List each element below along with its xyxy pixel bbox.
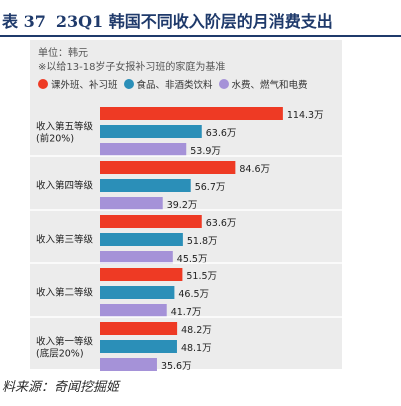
bar-tutoring: [100, 322, 178, 335]
chart-panel: [30, 40, 342, 369]
bar-utilities: [100, 251, 173, 264]
data-label: 51.8万: [187, 236, 218, 247]
category-label: 收入第五等级(前20%): [36, 121, 94, 145]
data-label: 84.6万: [239, 164, 270, 175]
legend-swatch-food: [123, 79, 134, 89]
data-label: 39.2万: [167, 200, 198, 211]
legend-label-food: 食品、非酒类饮料: [136, 80, 213, 91]
bar-food: [100, 179, 191, 192]
category-label-line: 收入第三等级: [36, 234, 94, 246]
figure-title-text: 23Q1 韩国不同收入阶层的月消费支出: [55, 12, 333, 31]
chart-legend: 课外班、补习班 食品、非酒类饮料 水费、燃气和电费: [38, 77, 308, 91]
data-label: 51.5万: [186, 271, 217, 282]
bar-tutoring: [100, 161, 236, 174]
data-label: 41.7万: [171, 307, 202, 318]
source-note: 料来源：奇闻挖掘姬: [2, 376, 119, 395]
category-label-line: (底层20%): [36, 348, 84, 360]
bar-food: [100, 340, 177, 353]
source-text: 奇闻挖掘姬: [54, 380, 120, 395]
legend-swatch-utilities: [218, 79, 229, 89]
title-rule: [0, 35, 401, 37]
category-label-line: 收入第二等级: [36, 287, 94, 299]
bar-tutoring: [100, 215, 202, 228]
source-label: 料来源：: [2, 380, 55, 395]
figure-title: 表 37 23Q1 韩国不同收入阶层的月消费支出: [2, 8, 333, 32]
legend-item-tutoring: 课外班、补习班: [38, 77, 118, 91]
data-label: 35.6万: [161, 361, 192, 372]
data-label: 63.6万: [206, 218, 237, 229]
figure-number: 表 37: [2, 12, 46, 31]
legend-swatch-tutoring: [38, 79, 48, 89]
category-label-line: 收入第一等级: [36, 336, 94, 348]
bar-food: [100, 233, 183, 246]
data-label: 46.5万: [178, 289, 209, 300]
bar-tutoring: [100, 107, 283, 120]
chart-note: ※以给13-18岁子女报补习班的家庭为基准: [38, 62, 226, 73]
data-label: 114.3万: [287, 110, 324, 121]
category-label: 收入第四等级: [36, 180, 94, 192]
bar-utilities: [100, 358, 157, 371]
bar-food: [100, 125, 202, 138]
category-label-line: 收入第四等级: [36, 180, 94, 192]
category-label-line: 收入第五等级: [36, 121, 94, 133]
legend-label-utilities: 水费、燃气和电费: [231, 80, 308, 91]
unit-label: 单位：韩元: [38, 48, 88, 59]
data-label: 63.6万: [206, 128, 237, 139]
category-label: 收入第一等级(底层20%): [36, 336, 94, 360]
category-label-line: (前20%): [36, 133, 74, 145]
category-label: 收入第三等级: [36, 234, 94, 246]
bar-utilities: [100, 197, 163, 210]
legend-item-food: 食品、非酒类饮料: [123, 77, 213, 91]
bar-tutoring: [100, 268, 183, 281]
bar-utilities: [100, 143, 187, 156]
legend-item-utilities: 水费、燃气和电费: [218, 77, 308, 91]
data-label: 48.2万: [181, 325, 212, 336]
data-label: 53.9万: [190, 146, 221, 157]
bar-food: [100, 286, 175, 299]
bar-utilities: [100, 304, 167, 317]
category-label: 收入第二等级: [36, 287, 94, 299]
data-label: 45.5万: [177, 254, 208, 265]
data-label: 48.1万: [181, 343, 212, 354]
legend-label-tutoring: 课外班、补习班: [51, 80, 118, 91]
data-label: 56.7万: [195, 182, 226, 193]
